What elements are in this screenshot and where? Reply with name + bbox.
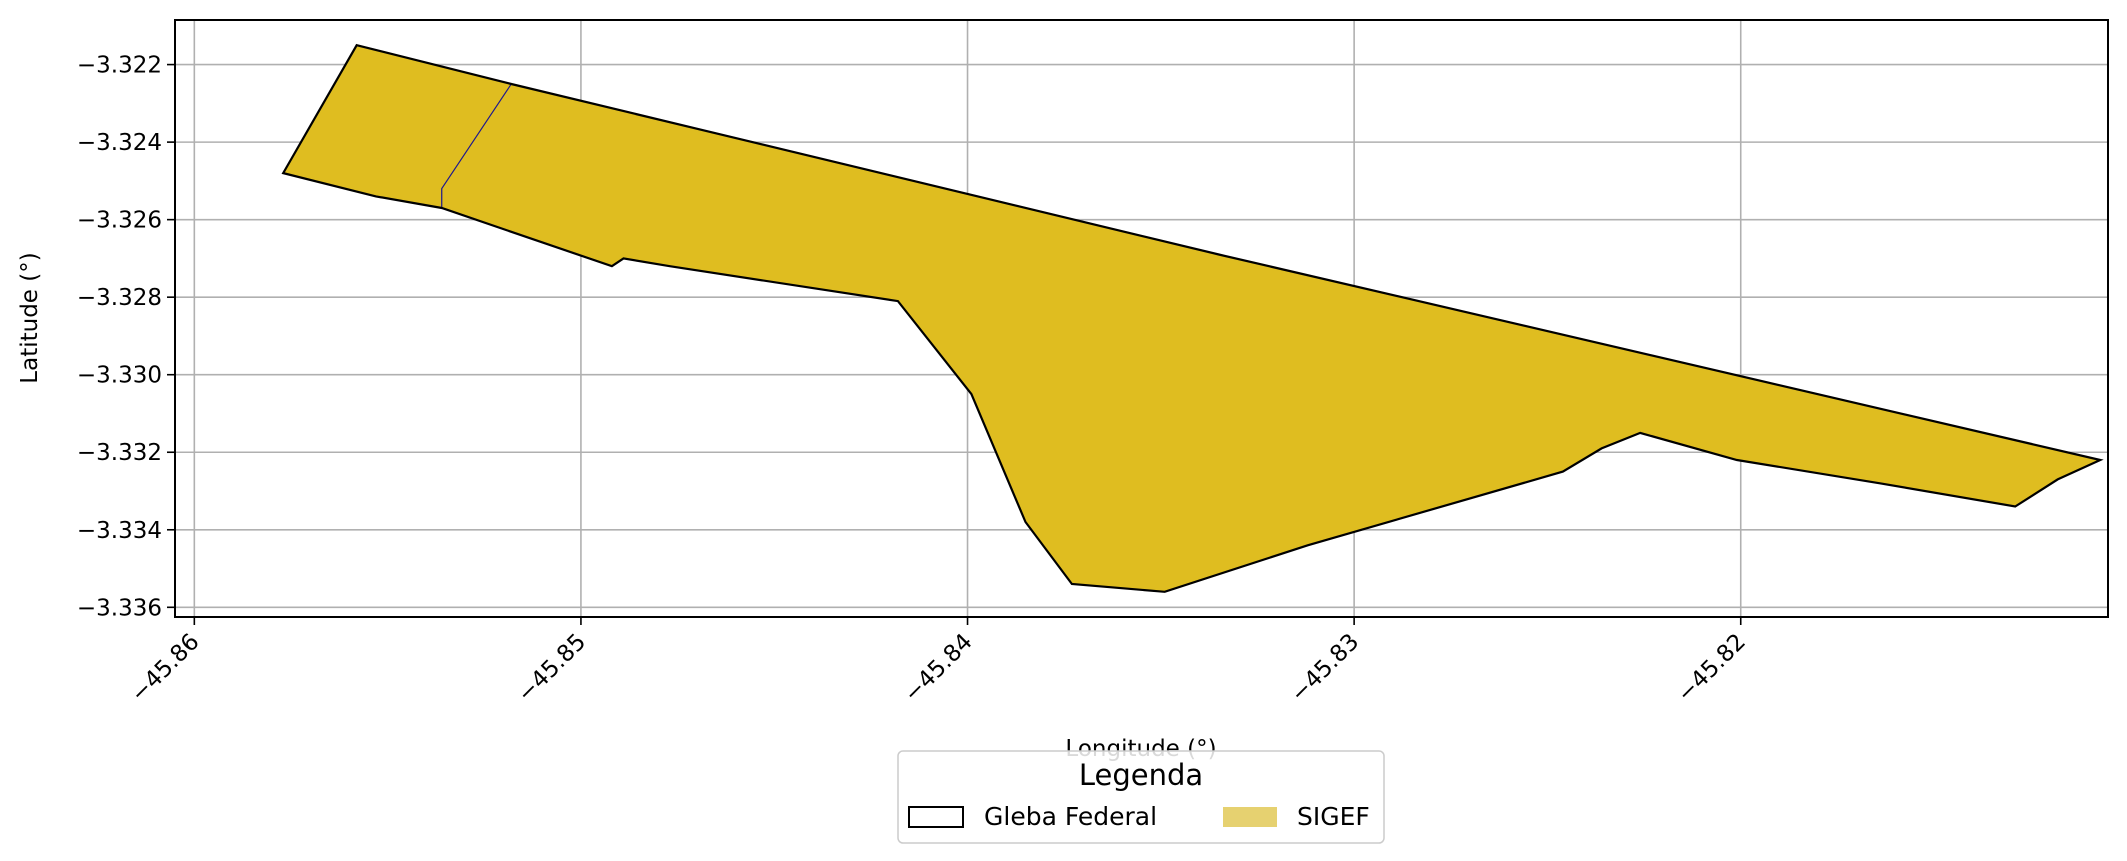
y-tick-label: −3.332 [77,440,162,466]
legend-label-gleba-federal: Gleba Federal [984,802,1157,831]
gleba-federal-outline [281,43,2104,593]
y-tick-label: −3.324 [77,130,162,156]
y-tick-label: −3.328 [77,285,162,311]
legend-label-sigef: SIGEF [1297,802,1370,831]
legend: Legenda Gleba Federal SIGEF [897,750,1385,844]
legend-swatch-sigef [1223,807,1277,827]
y-axis-title: Latitude (°) [17,252,43,383]
legend-title: Legenda [1079,758,1203,792]
legend-swatch-gleba-federal [908,806,964,828]
y-tick-label: −3.322 [77,53,162,79]
plot-frame [174,19,2109,618]
y-tick-label: −3.330 [77,363,162,389]
map-layers [281,43,2104,593]
y-tick-label: −3.334 [77,518,162,544]
y-tick-label: −3.326 [77,208,162,234]
y-tick-label: −3.336 [77,595,162,621]
y-axis-ticks: −3.322 −3.324 −3.326 −3.328 −3.330 −3.332 −3.3… [77,53,175,621]
